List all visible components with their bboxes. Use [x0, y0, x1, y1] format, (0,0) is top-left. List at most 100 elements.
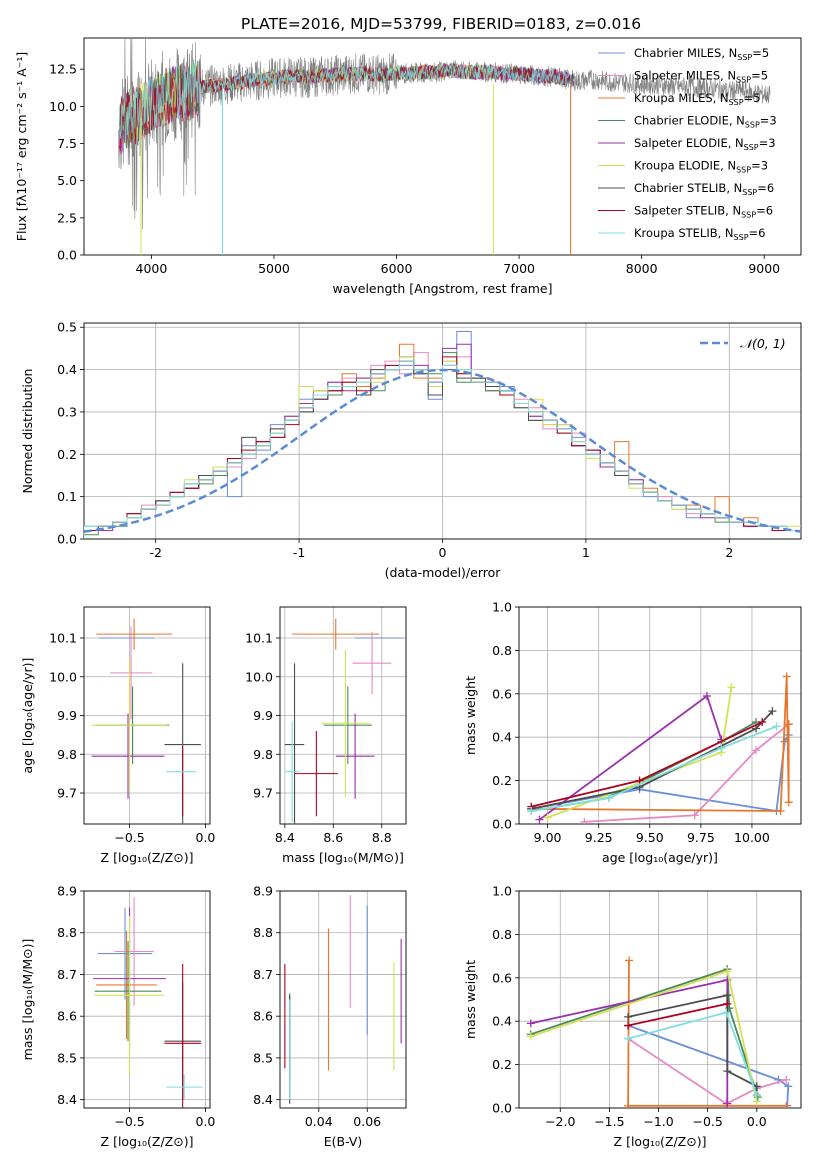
legend-entry-subscript: SSP: [737, 53, 752, 62]
residuals-ytick-label: 0.1: [57, 489, 77, 504]
mass-weight-vs-age-plot: [527, 672, 793, 824]
legend-entry-label: Chabrier STELIB, NSSP=6: [634, 181, 774, 197]
spectrum-xtick-label: 9000: [748, 261, 780, 276]
residuals-frame: [83, 322, 802, 540]
mass-weight-point-marker: [635, 776, 644, 785]
mass-weight-point-marker: [625, 956, 634, 965]
residuals-ytick-label: 0.0: [57, 532, 77, 547]
mass-weight-vs-age-xtick-label: 9.75: [687, 830, 715, 845]
mass-vs-Z-ytick-label: 8.5: [57, 1050, 77, 1065]
mass-vs-Z-ylabel: mass [log₁₀(M/M⊙)]: [20, 939, 35, 1061]
mass-weight-point-marker: [624, 1012, 633, 1021]
age-vs-Z-plot: [91, 618, 201, 824]
mass-weight-series-line: [627, 1024, 790, 1106]
mass-weight-point-marker: [722, 1008, 731, 1017]
mass-vs-EBV-axes: 0.04 0.06 8.4 8.5 8.6 8.7 8.8 8.9 E(B-V): [253, 884, 407, 1149]
mass-weight-point-marker: [752, 1090, 761, 1099]
mass-weight-vs-age-ytick-label: 0.6: [492, 686, 512, 701]
mass-weight-vs-age-xlabel: age [log₁₀(age/yr)]: [602, 850, 718, 865]
mass-weight-vs-age-xtick-label: 9.00: [534, 830, 562, 845]
legend-entry-tail: =3: [760, 114, 777, 128]
mass-weight-point-marker: [784, 798, 793, 807]
mass-weight-series-line: [530, 970, 758, 1102]
residuals-xtick-label: 1: [582, 545, 590, 560]
spectrum-legend: Chabrier MILES, NSSP=5 Salpeter MILES, NS…: [598, 46, 777, 242]
mass-weight-point-marker: [784, 1082, 793, 1091]
age-vs-mass-axes: 8.4 8.6 8.8 9.7 9.8 9.9 10.0 10.1 mass [log₁₀(M/…: [245, 606, 407, 865]
mass-weight-vs-Z-plot: [526, 956, 793, 1108]
age-vs-mass-xtick-label: 8.4: [275, 830, 295, 845]
mass-vs-EBV-ytick-label: 8.5: [253, 1050, 273, 1065]
mass-weight-point-marker: [527, 806, 536, 815]
residuals-ytick-label: 0.4: [57, 362, 77, 377]
mass-weight-point-marker: [752, 746, 761, 755]
age-vs-Z-ylabel: age [log₁₀(age/yr)]: [20, 658, 35, 774]
legend-entry-label: Salpeter STELIB, NSSP=6: [634, 204, 773, 220]
mass-weight-vs-age-axes: 9.00 9.25 9.50 9.75 10.00 0.0 0.2 0.4 0.6 0.8 1.0 a…: [463, 600, 802, 865]
mass-weight-series-line: [627, 1037, 787, 1105]
legend-entry-subscript: SSP: [742, 188, 757, 197]
gaussian-curve: [84, 368, 801, 533]
age-vs-mass-ytick-label: 9.8: [253, 747, 273, 762]
mass-weight-vs-Z-xtick-label: −1.0: [643, 1114, 673, 1129]
mass-weight-series-line: [547, 687, 733, 819]
spectrum-xtick-label: 6000: [381, 261, 413, 276]
mass-vs-Z-ytick-label: 8.6: [57, 1009, 77, 1024]
mass-vs-Z-ytick-label: 8.8: [57, 925, 77, 940]
age-vs-Z-xlabel: Z [log₁₀(Z/Z⊙)]: [101, 850, 194, 865]
mass-vs-EBV-plot: [284, 895, 402, 1104]
mass-weight-vs-age-ytick-label: 1.0: [492, 600, 512, 615]
mass-weight-point-marker: [535, 815, 544, 824]
legend-entry-label: Kroupa ELODIE, NSSP=3: [634, 159, 768, 175]
mass-weight-vs-Z-ytick-label: 0.6: [492, 970, 512, 985]
mass-weight-point-marker: [723, 999, 732, 1008]
age-vs-mass-xtick-label: 8.6: [323, 830, 343, 845]
legend-entry-label: Kroupa MILES, NSSP=5: [634, 91, 760, 107]
mass-weight-point-marker: [604, 793, 613, 802]
residuals-xlabel: (data-model)/error: [385, 565, 502, 580]
mass-weight-point-marker: [723, 967, 732, 976]
mass-weight-point-marker: [624, 1101, 633, 1108]
mass-weight-series-line: [627, 960, 787, 1107]
mass-weight-series-line: [627, 1002, 728, 1027]
mass-weight-point-marker: [723, 1099, 732, 1108]
mass-vs-EBV-xtick-label: 0.06: [353, 1114, 381, 1129]
mass-vs-EBV-ytick-label: 8.7: [253, 967, 273, 982]
mass-weight-vs-age-ytick-label: 0.4: [492, 730, 512, 745]
residuals-ytick-label: 0.2: [57, 447, 77, 462]
spectrum-axes: 4000 5000 6000 7000 8000 9000 0.0 2.5 5.0 7.5 10.0…: [14, 37, 802, 296]
mass-weight-point-marker: [624, 1021, 633, 1030]
legend-entry-label: 𝒩(0, 1): [740, 336, 786, 351]
mass-weight-series-line: [627, 1011, 758, 1096]
mass-weight-point-marker: [690, 811, 699, 820]
legend-entry-subscript: SSP: [744, 143, 759, 152]
spectrum-data-line: [118, 38, 771, 230]
mass-vs-EBV-ytick-label: 8.4: [253, 1092, 273, 1107]
mass-weight-vs-Z-xtick-label: −2.0: [545, 1114, 575, 1129]
legend-entry-label: Salpeter ELODIE, NSSP=3: [634, 136, 776, 152]
mass-vs-EBV-xlabel: E(B-V): [324, 1134, 363, 1149]
residuals-legend: 𝒩(0, 1): [700, 336, 786, 351]
residuals-xtick-label: -2: [149, 545, 161, 560]
legend-entry-subscript: SSP: [729, 98, 744, 107]
mass-weight-vs-Z-ytick-label: 1.0: [492, 884, 512, 899]
age-vs-Z-axes: −0.5 0.0 9.7 9.8 9.9 10.0 10.1 Z [log₁₀(Z/Z⊙)] a…: [20, 606, 215, 865]
residuals-ylabel: Normed distribution: [20, 369, 35, 494]
mass-weight-point-marker: [717, 744, 726, 753]
legend-entry-subscript: SSP: [736, 76, 751, 85]
legend-entry-tail: =5: [751, 69, 768, 83]
histogram-series-line: [84, 360, 801, 539]
mass-weight-point-marker: [758, 718, 767, 727]
spectrum-xtick-label: 8000: [626, 261, 658, 276]
mass-weight-point-marker: [782, 672, 791, 681]
residuals-ytick-label: 0.5: [57, 320, 77, 335]
age-vs-Z-ytick-label: 10.1: [49, 631, 77, 646]
legend-entry-label: Kroupa STELIB, NSSP=6: [634, 226, 765, 242]
mass-vs-Z-plot: [93, 897, 203, 1108]
age-vs-Z-ytick-label: 9.8: [57, 747, 77, 762]
mass-weight-point-marker: [723, 1067, 732, 1076]
spectrum-xtick-label: 7000: [503, 261, 535, 276]
age-vs-Z-frame: [83, 606, 211, 825]
age-vs-mass-ytick-label: 9.7: [253, 786, 273, 801]
mass-weight-point-marker: [782, 1075, 791, 1084]
